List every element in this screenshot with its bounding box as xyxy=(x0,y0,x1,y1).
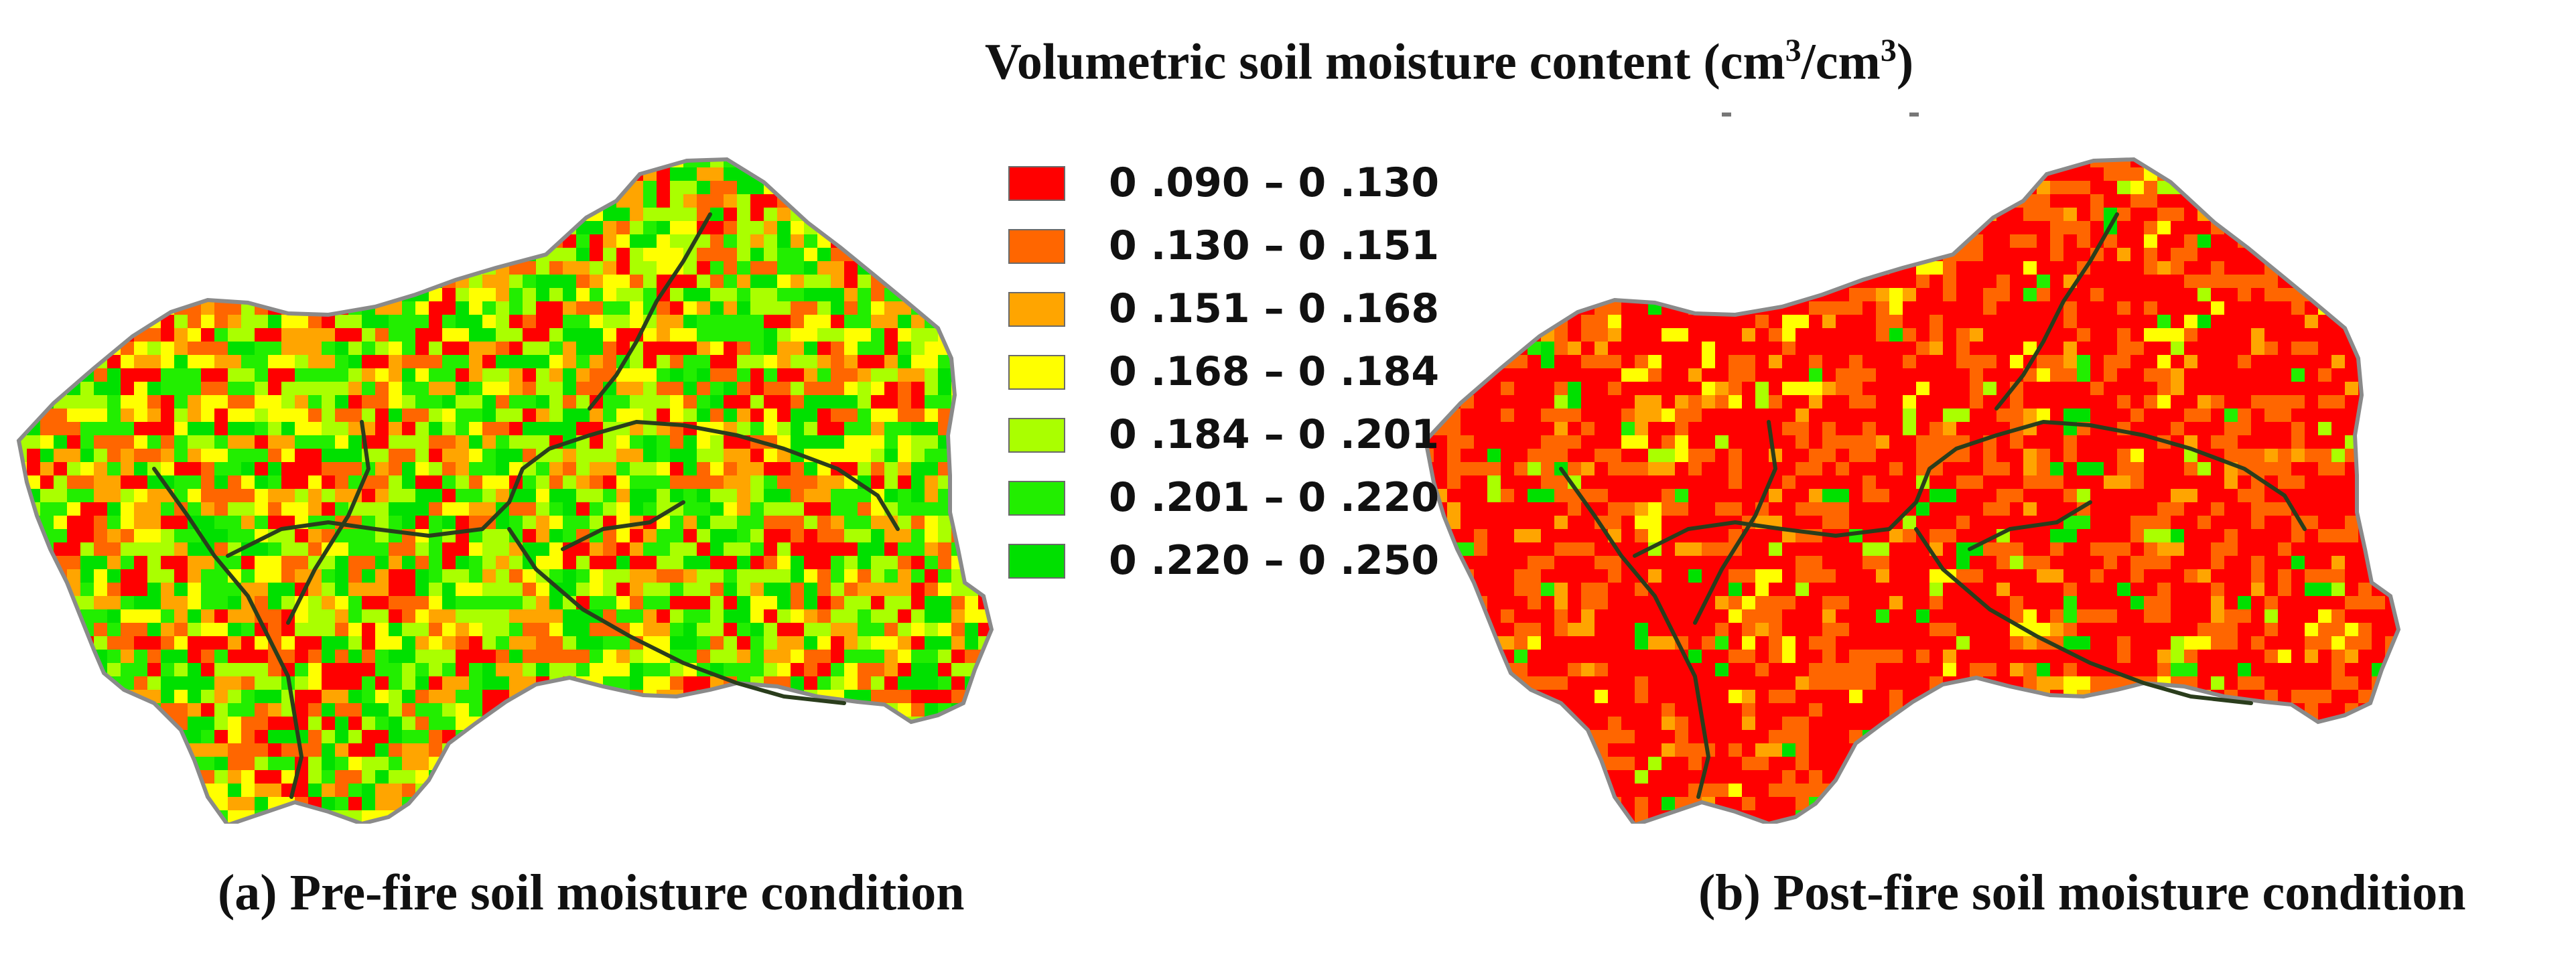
stream-line xyxy=(1914,527,2253,705)
legend-swatch xyxy=(1008,481,1065,516)
caption-post-fire: (b) Post-fire soil moisture condition xyxy=(1698,865,2466,921)
stream-line xyxy=(561,500,685,551)
stream-line xyxy=(1994,212,2119,411)
stream-line xyxy=(507,527,846,705)
stream-line xyxy=(1693,420,1777,625)
legend-item: 0 .201 – 0 .220 xyxy=(1008,474,1477,528)
legend-swatch xyxy=(1008,355,1065,390)
legend-title: Volumetric soil moisture content (cm3/cm… xyxy=(985,33,1914,90)
legend-label: 0 .130 – 0 .151 xyxy=(1109,222,1440,269)
legend-swatch xyxy=(1008,292,1065,327)
legend-label: 0 .151 – 0 .168 xyxy=(1109,285,1440,332)
legend-item: 0 .090 – 0 .130 xyxy=(1008,159,1477,213)
decorative-mark xyxy=(1909,113,1919,117)
decorative-mark xyxy=(1722,113,1731,117)
legend-item: 0 .220 – 0 .250 xyxy=(1008,537,1477,591)
legend-label: 0 .201 – 0 .220 xyxy=(1109,474,1440,521)
legend-label: 0 .090 – 0 .130 xyxy=(1109,159,1440,206)
legend-label: 0 .184 – 0 .201 xyxy=(1109,411,1440,458)
post-fire-moisture-map xyxy=(1420,154,2412,824)
stream-line xyxy=(1968,500,2092,551)
legend-swatch xyxy=(1008,544,1065,579)
stream-network xyxy=(1559,212,2307,799)
stream-line xyxy=(286,420,370,625)
legend-item: 0 .151 – 0 .168 xyxy=(1008,285,1477,339)
stream-network xyxy=(152,212,900,799)
legend-label: 0 .220 – 0 .250 xyxy=(1109,537,1440,584)
pre-fire-moisture-map xyxy=(13,154,1005,824)
stream-line xyxy=(226,420,900,558)
legend-item: 0 .130 – 0 .151 xyxy=(1008,222,1477,276)
legend-swatch xyxy=(1008,166,1065,201)
legend-item: 0 .184 – 0 .201 xyxy=(1008,411,1477,465)
caption-pre-fire: (a) Pre-fire soil moisture condition xyxy=(218,865,965,921)
stream-line xyxy=(588,212,712,411)
legend-swatch xyxy=(1008,229,1065,264)
stream-line xyxy=(1633,420,2307,558)
legend-item: 0 .168 – 0 .184 xyxy=(1008,348,1477,402)
legend-label: 0 .168 – 0 .184 xyxy=(1109,348,1440,395)
stream-line xyxy=(1559,467,1710,799)
legend-swatch xyxy=(1008,418,1065,453)
stream-line xyxy=(152,467,303,799)
